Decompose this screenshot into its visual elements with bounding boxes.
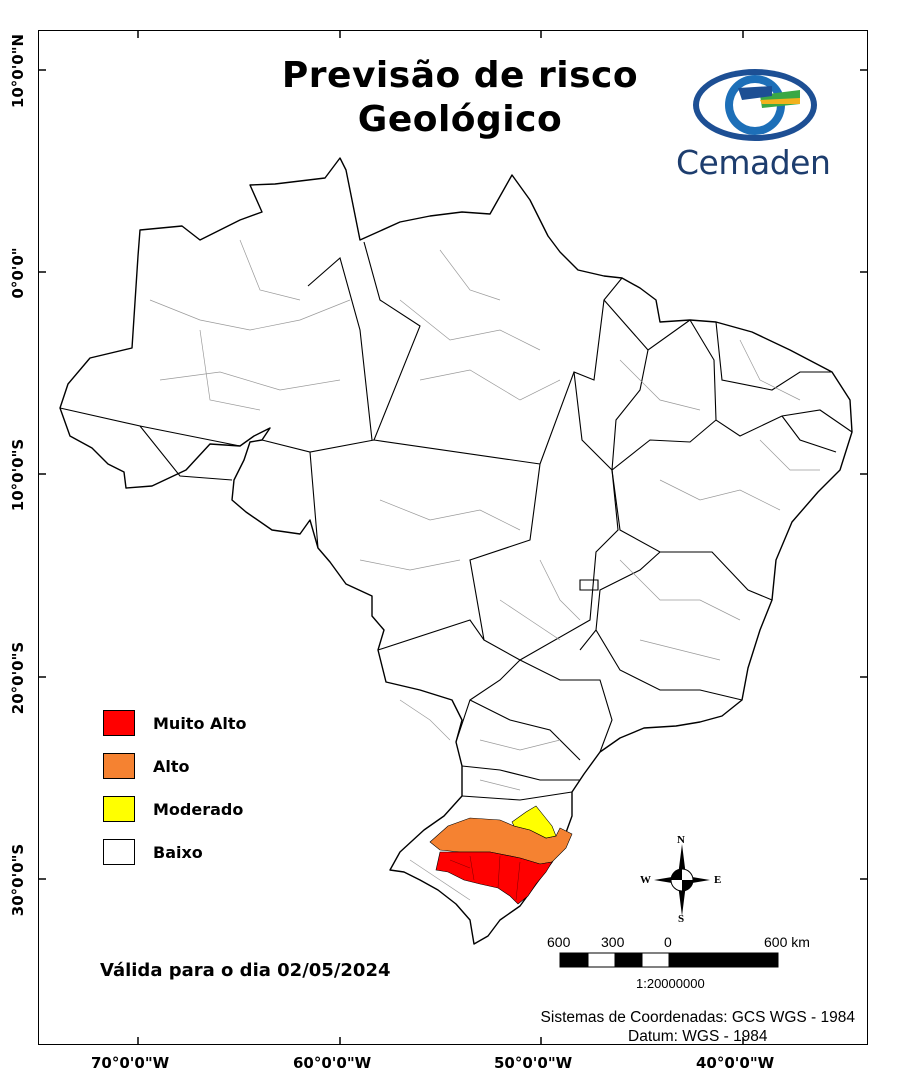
longitude-label-70w: 70°0'0"W — [91, 1054, 170, 1072]
latitude-label-20s: 20°0'0"S — [9, 641, 27, 715]
legend-label-alto: Alto — [153, 756, 190, 776]
legend: Muito Alto Alto Moderado Baixo — [103, 710, 247, 882]
legend-label-baixo: Baixo — [153, 842, 203, 862]
legend-item-baixo: Baixo — [103, 839, 247, 865]
state-borders — [59, 241, 853, 801]
regional-borders — [149, 239, 820, 901]
scale-label-600km: 600 km — [764, 934, 810, 950]
legend-item-muito-alto: Muito Alto — [103, 710, 247, 736]
cemaden-logo-text: Cemaden — [676, 143, 831, 182]
latitude-label-10n: 10°0'0"N — [9, 33, 27, 109]
compass-south-label: S — [678, 913, 685, 925]
legend-swatch-moderado — [103, 796, 135, 822]
legend-label-muito-alto: Muito Alto — [153, 713, 247, 733]
validity-date: Válida para o dia 02/05/2024 — [100, 960, 391, 981]
latitude-label-0: 0°0'0" — [9, 247, 27, 299]
risk-area-inner-borders — [449, 855, 521, 901]
scale-bar — [559, 952, 779, 968]
latitude-label-30s: 30°0'0"S — [9, 843, 27, 917]
longitude-label-40w: 40°0'0"W — [696, 1054, 775, 1072]
cemaden-logo-icon — [693, 69, 817, 141]
legend-swatch-alto — [103, 753, 135, 779]
scale-label-300: 300 — [601, 934, 625, 950]
scale-label-600-left: 600 — [547, 934, 571, 950]
longitude-label-50w: 50°0'0"W — [494, 1054, 573, 1072]
legend-swatch-baixo — [103, 839, 135, 865]
risk-area-moderado — [511, 805, 557, 839]
legend-label-moderado: Moderado — [153, 799, 244, 819]
datum: Datum: WGS - 1984 — [628, 1028, 768, 1045]
map-title-line1: Previsão de risco — [281, 55, 639, 96]
brazil-outline — [59, 157, 853, 945]
map-frame — [38, 30, 868, 1045]
legend-swatch-muito-alto — [103, 710, 135, 736]
compass-north-label: N — [677, 834, 685, 846]
map-title-line2: Geológico — [357, 99, 563, 140]
map-title: Previsão de risco Geológico — [230, 54, 690, 142]
legend-item-alto: Alto — [103, 753, 247, 779]
compass-rose-icon — [654, 844, 710, 916]
coordinate-system-note: Sistemas de Coordenadas: GCS WGS - 1984 … — [541, 1008, 855, 1046]
scale-ratio: 1:20000000 — [636, 976, 705, 991]
compass-west-label: W — [640, 874, 651, 886]
frame-ticks — [38, 30, 868, 1045]
longitude-label-60w: 60°0'0"W — [293, 1054, 372, 1072]
compass-east-label: E — [714, 874, 722, 886]
coordinate-system: Sistemas de Coordenadas: GCS WGS - 1984 — [540, 1009, 855, 1026]
scale-label-0: 0 — [664, 934, 672, 950]
risk-area-muito-alto — [435, 851, 553, 905]
latitude-label-10s: 10°0'0"S — [9, 438, 27, 512]
legend-item-moderado: Moderado — [103, 796, 247, 822]
